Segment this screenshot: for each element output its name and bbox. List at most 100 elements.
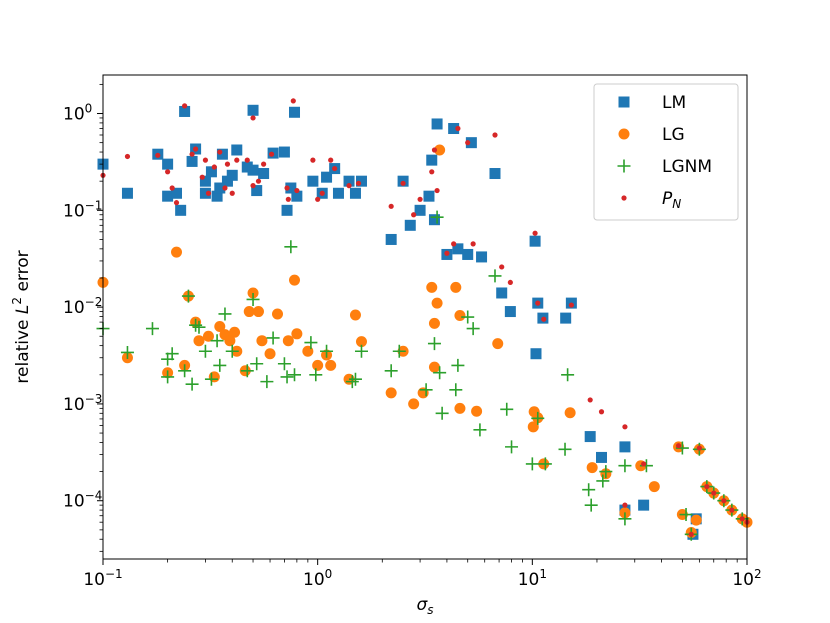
data-point bbox=[560, 312, 572, 324]
data-point bbox=[431, 297, 443, 309]
data-point bbox=[434, 144, 446, 156]
data-point bbox=[255, 178, 262, 184]
data-point bbox=[385, 387, 397, 399]
data-point bbox=[428, 361, 440, 373]
data-point bbox=[431, 147, 438, 153]
legend-label: PN bbox=[662, 189, 681, 211]
data-point bbox=[290, 98, 296, 104]
data-point bbox=[411, 212, 417, 218]
data-point bbox=[541, 316, 547, 322]
data-point bbox=[244, 157, 250, 163]
data-point bbox=[121, 187, 133, 199]
data-point bbox=[430, 210, 444, 224]
data-point bbox=[532, 230, 538, 236]
data-point bbox=[429, 169, 435, 175]
data-point bbox=[444, 250, 450, 256]
data-point bbox=[496, 287, 508, 299]
data-point bbox=[214, 182, 226, 194]
data-point bbox=[688, 531, 694, 537]
data-point bbox=[384, 364, 398, 378]
data-point bbox=[210, 334, 224, 348]
data-point bbox=[294, 187, 300, 194]
data-point bbox=[234, 157, 240, 163]
data-point bbox=[229, 190, 235, 196]
data-point bbox=[277, 357, 291, 371]
data-point bbox=[596, 474, 610, 488]
data-point bbox=[315, 196, 321, 202]
data-point bbox=[584, 498, 598, 512]
data-point bbox=[328, 157, 334, 163]
data-point bbox=[175, 204, 187, 216]
data-point bbox=[461, 310, 475, 324]
data-point bbox=[260, 375, 274, 389]
data-point bbox=[434, 187, 440, 194]
data-point bbox=[489, 168, 501, 180]
data-point bbox=[241, 161, 253, 173]
data-point bbox=[178, 364, 192, 378]
data-point bbox=[211, 164, 217, 170]
data-point bbox=[471, 405, 483, 417]
data-point bbox=[213, 358, 227, 372]
data-point bbox=[185, 377, 199, 391]
data-point bbox=[355, 175, 367, 187]
data-point bbox=[414, 204, 426, 216]
data-point bbox=[310, 157, 316, 163]
data-point bbox=[349, 309, 361, 321]
data-point bbox=[162, 190, 174, 202]
data-point bbox=[392, 344, 406, 358]
legend-marker bbox=[621, 195, 627, 201]
data-point bbox=[162, 158, 174, 170]
data-point bbox=[648, 481, 660, 493]
data-point bbox=[247, 164, 259, 176]
data-point bbox=[312, 359, 324, 371]
data-point bbox=[346, 183, 352, 189]
data-point bbox=[599, 465, 613, 479]
data-point bbox=[622, 424, 628, 430]
data-point bbox=[500, 402, 514, 416]
data-point bbox=[165, 169, 171, 175]
data-point bbox=[225, 344, 239, 358]
data-point bbox=[250, 357, 264, 371]
data-point bbox=[214, 321, 226, 333]
data-point bbox=[428, 317, 440, 329]
data-point bbox=[449, 383, 463, 397]
legend-marker bbox=[617, 159, 631, 173]
data-point bbox=[282, 335, 294, 347]
data-point bbox=[145, 322, 159, 336]
data-point bbox=[619, 441, 631, 453]
series-lm bbox=[97, 104, 702, 540]
data-point bbox=[721, 498, 727, 504]
data-point bbox=[309, 368, 323, 382]
data-point bbox=[243, 306, 255, 318]
data-point bbox=[224, 335, 236, 347]
data-point bbox=[186, 155, 198, 167]
data-point bbox=[466, 322, 480, 336]
data-point bbox=[582, 483, 596, 497]
data-point bbox=[598, 409, 605, 415]
data-point bbox=[285, 182, 297, 194]
data-point bbox=[284, 240, 298, 254]
data-point bbox=[252, 306, 264, 318]
data-point bbox=[433, 366, 447, 380]
data-point bbox=[476, 251, 488, 263]
data-point bbox=[696, 445, 702, 451]
data-point bbox=[251, 185, 263, 197]
data-point bbox=[288, 368, 302, 382]
data-point bbox=[465, 140, 471, 146]
data-point bbox=[261, 161, 267, 167]
data-point bbox=[704, 483, 710, 490]
data-point bbox=[417, 196, 423, 202]
legend-marker bbox=[618, 128, 630, 140]
data-point bbox=[171, 187, 183, 199]
data-point bbox=[729, 507, 735, 513]
data-point bbox=[525, 457, 539, 471]
data-point bbox=[450, 281, 462, 293]
legend-label: LM bbox=[662, 93, 686, 113]
data-point bbox=[448, 123, 460, 135]
data-point bbox=[216, 148, 228, 160]
data-point bbox=[558, 442, 572, 456]
data-point bbox=[355, 180, 362, 186]
data-point bbox=[304, 336, 318, 350]
data-point bbox=[404, 219, 416, 231]
